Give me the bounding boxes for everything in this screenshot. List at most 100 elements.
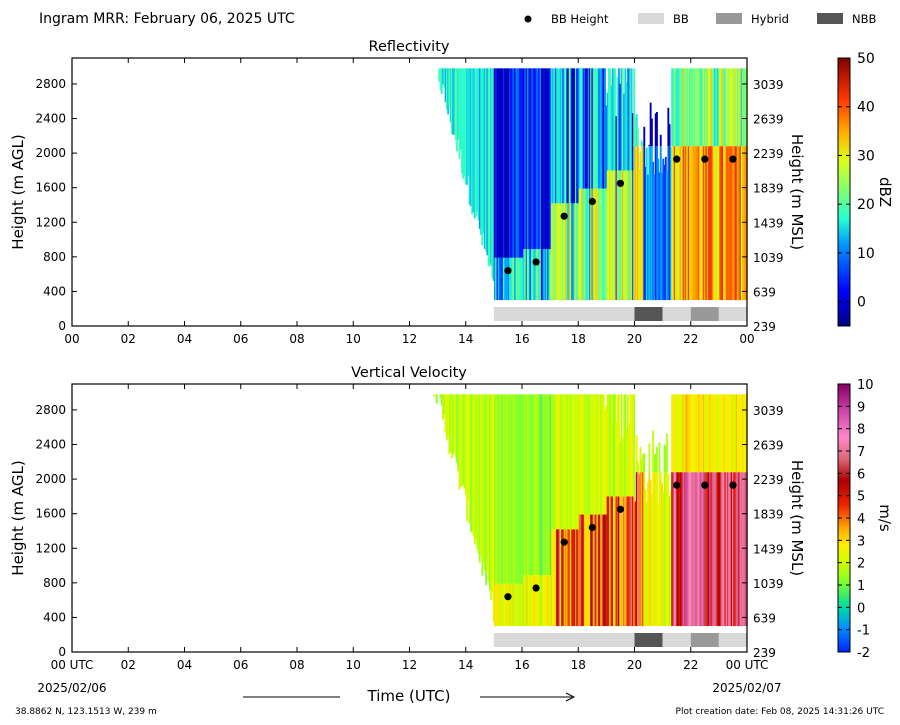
- heatmap-cell: [510, 394, 513, 584]
- colorbar-tick-label: 0: [857, 601, 865, 616]
- heatmap-cell: [621, 68, 624, 171]
- heatmap-cell: [516, 394, 519, 584]
- heatmap-cell: [704, 472, 706, 627]
- heatmap-cell: [499, 68, 501, 258]
- heatmap-cell: [700, 68, 703, 147]
- heatmap-cell: [691, 472, 694, 627]
- heatmap-cell: [630, 170, 633, 301]
- heatmap-cell: [628, 422, 631, 497]
- heatmap-cell: [523, 68, 525, 250]
- heatmap-cell: [445, 68, 448, 110]
- colorbar-tick-label: 5: [857, 490, 865, 505]
- heatmap-cell: [719, 394, 722, 473]
- heatmap-cell: [637, 472, 639, 627]
- heatmap-cell: [647, 481, 650, 627]
- heatmap-cell: [587, 68, 590, 189]
- heatmap-cell: [525, 575, 528, 627]
- heatmap-cell: [564, 68, 567, 204]
- heatmap-cell: [509, 68, 512, 258]
- heatmap-cell: [733, 394, 736, 473]
- heatmap-cell: [625, 170, 628, 301]
- heatmap-cell: [476, 394, 479, 549]
- bb-type-segment: [493, 307, 635, 321]
- heatmap-cell: [454, 394, 457, 457]
- x-tick-label: 00: [64, 332, 79, 346]
- bb-height-point: [616, 179, 625, 187]
- heatmap-cell: [577, 394, 580, 530]
- heatmap-cell: [692, 394, 695, 473]
- heatmap-cell: [496, 394, 499, 584]
- y-axis-label-right: Height (m MSL): [788, 134, 806, 250]
- heatmap-cell: [528, 575, 531, 627]
- y-tick-label: 400: [43, 610, 66, 624]
- heatmap-cell: [657, 503, 660, 627]
- heatmap-cell: [715, 394, 718, 473]
- heatmap-cell: [633, 68, 636, 171]
- heatmap-cell: [583, 394, 586, 515]
- heatmap-cell: [518, 68, 520, 258]
- heatmap-cell: [614, 68, 617, 171]
- heatmap-cell: [700, 146, 703, 301]
- heatmap-cell: [443, 68, 446, 88]
- y-tick-label-right: 239: [753, 320, 776, 334]
- heatmap-cell: [618, 170, 620, 301]
- heatmap-cell: [554, 203, 557, 301]
- heatmap-cell: [457, 394, 460, 471]
- heatmap-cell: [558, 203, 561, 301]
- y-tick-label: 2400: [35, 112, 66, 126]
- heatmap-cell: [457, 68, 460, 140]
- heatmap-cell: [607, 496, 610, 627]
- heatmap-cell: [549, 575, 552, 627]
- heatmap-cell: [524, 575, 527, 627]
- heatmap-cell: [556, 394, 558, 530]
- heatmap-cell: [700, 394, 703, 473]
- heatmap-cell: [686, 146, 689, 301]
- heatmap-cell: [571, 529, 574, 627]
- heatmap-cell: [561, 529, 563, 627]
- heatmap-cell: [494, 68, 496, 258]
- colorbar-tick-label: 6: [857, 467, 865, 482]
- heatmap-cell: [612, 496, 615, 627]
- heatmap-cell: [588, 68, 591, 189]
- heatmap-cell: [477, 68, 480, 221]
- heatmap-cell: [526, 249, 529, 301]
- heatmap-cell: [726, 394, 729, 473]
- heatmap-cell: [640, 146, 643, 301]
- heatmap-cell: [557, 203, 560, 301]
- heatmap-cell: [558, 68, 561, 204]
- heatmap-cell: [577, 68, 580, 204]
- heatmap-cell: [645, 147, 648, 301]
- heatmap-cell: [511, 394, 514, 584]
- heatmap-cell: [569, 203, 572, 301]
- heatmap-cell: [581, 68, 584, 189]
- panel-title: Vertical Velocity: [351, 365, 467, 381]
- heatmap-cell: [652, 430, 655, 473]
- heatmap-cell: [461, 394, 463, 487]
- heatmap-cell: [494, 257, 496, 301]
- heatmap-cell: [535, 68, 538, 250]
- colorbar-tick-label: 4: [857, 512, 865, 527]
- heatmap-cell: [725, 394, 728, 473]
- heatmap-cell: [637, 128, 639, 147]
- bb-type-segment: [718, 633, 748, 647]
- heatmap-cell: [726, 472, 729, 627]
- heatmap-cell: [525, 394, 528, 576]
- heatmap-cell: [720, 394, 723, 473]
- x-tick-label: 16: [514, 658, 529, 672]
- heatmap-cell: [529, 68, 532, 250]
- heatmap-cell: [607, 394, 610, 497]
- heatmap-cell: [725, 146, 728, 301]
- heatmap-cell: [495, 257, 498, 301]
- heatmap-cell: [664, 446, 667, 473]
- heatmap-cell: [634, 146, 637, 301]
- heatmap-cell: [604, 68, 606, 189]
- heatmap-cell: [654, 453, 657, 473]
- heatmap-cell: [701, 146, 704, 301]
- colorbar-label: m/s: [876, 504, 894, 532]
- y-tick-label: 1600: [35, 181, 66, 195]
- heatmap-cell: [602, 514, 605, 627]
- heatmap-cell: [600, 68, 603, 189]
- heatmap-cell: [714, 394, 717, 473]
- x-tick-label: 20: [627, 332, 642, 346]
